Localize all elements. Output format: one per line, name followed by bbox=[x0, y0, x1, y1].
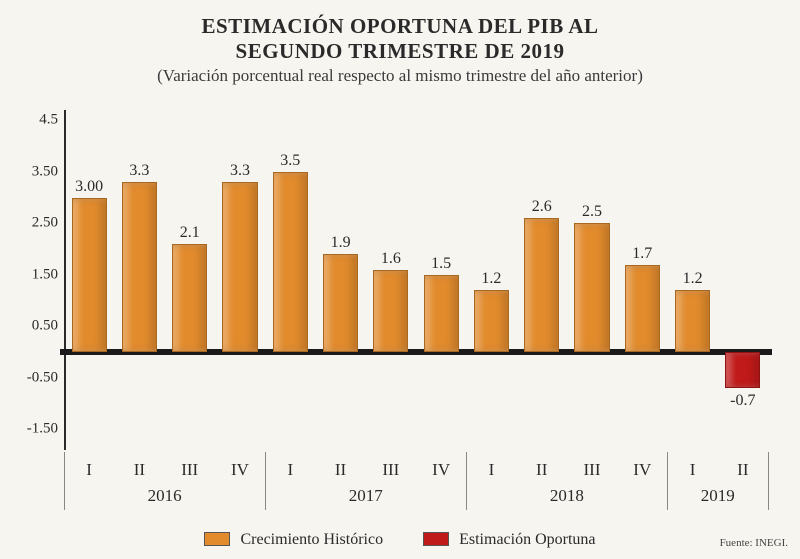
x-tick-year: 2016 bbox=[148, 486, 182, 506]
x-tick-quarter: III bbox=[584, 460, 601, 480]
legend: Crecimiento Histórico Estimación Oportun… bbox=[0, 531, 800, 549]
title-line-1: ESTIMACIÓN OPORTUNA DEL PIB AL bbox=[0, 14, 800, 39]
legend-label: Estimación Oportuna bbox=[459, 531, 595, 548]
y-tick-label: -1.50 bbox=[16, 421, 58, 438]
year-separator bbox=[64, 452, 65, 510]
x-tick-year: 2019 bbox=[701, 486, 735, 506]
year-separator bbox=[768, 452, 769, 510]
legend-swatch-icon bbox=[423, 532, 449, 546]
legend-item-oportuna: Estimación Oportuna bbox=[423, 531, 595, 549]
x-tick-quarter: IV bbox=[432, 460, 450, 480]
x-tick-quarter: I bbox=[489, 460, 495, 480]
bar-slot: 3.00 bbox=[64, 110, 114, 450]
bar-slot: 3.5 bbox=[265, 110, 315, 450]
title-line-2: SEGUNDO TRIMESTRE DE 2019 bbox=[0, 39, 800, 64]
legend-label: Crecimiento Histórico bbox=[240, 531, 383, 548]
x-tick-quarter: IV bbox=[231, 460, 249, 480]
bars-container: 3.00 3.3 2.1 3.3 3.5 1.9 1.6 1.5 1.2 2.6 2.5 1.7 1.2… bbox=[64, 110, 768, 450]
bar-slot: 1.2 bbox=[667, 110, 717, 450]
source-note: Fuente: INEGI. bbox=[720, 537, 788, 549]
value-label: 1.2 bbox=[683, 270, 703, 288]
x-tick-quarter: III bbox=[382, 460, 399, 480]
x-tick-quarter: II bbox=[134, 460, 145, 480]
x-tick-quarter: I bbox=[86, 460, 92, 480]
bar bbox=[675, 290, 710, 352]
value-label: 1.6 bbox=[381, 250, 401, 268]
value-label: 3.3 bbox=[230, 162, 250, 180]
y-tick-label: 4.5 bbox=[16, 112, 58, 129]
legend-item-historico: Crecimiento Histórico bbox=[204, 531, 383, 549]
value-label: 2.5 bbox=[582, 203, 602, 221]
bar-slot: 1.6 bbox=[366, 110, 416, 450]
value-label: 3.00 bbox=[75, 178, 103, 196]
y-tick-label: -0.50 bbox=[16, 369, 58, 386]
y-tick-label: 2.50 bbox=[16, 215, 58, 232]
value-label: 1.2 bbox=[481, 270, 501, 288]
y-tick-label: 1.50 bbox=[16, 266, 58, 283]
bar bbox=[574, 223, 609, 352]
bar bbox=[172, 244, 207, 352]
bar-chart: -1.50-0.500.501.502.503.504.5 3.003.32.1… bbox=[64, 110, 768, 450]
bar-slot: 2.5 bbox=[567, 110, 617, 450]
bar bbox=[273, 172, 308, 352]
bar bbox=[323, 254, 358, 352]
x-tick-quarter: II bbox=[737, 460, 748, 480]
bar bbox=[222, 182, 257, 352]
x-tick-year: 2018 bbox=[550, 486, 584, 506]
value-label: -0.7 bbox=[730, 392, 755, 410]
chart-header: ESTIMACIÓN OPORTUNA DEL PIB AL SEGUNDO T… bbox=[0, 0, 800, 86]
bar-slot: -0.7 bbox=[718, 110, 768, 450]
bar-slot: 2.6 bbox=[517, 110, 567, 450]
bar bbox=[424, 275, 459, 352]
bar bbox=[524, 218, 559, 352]
bar-slot: 1.7 bbox=[617, 110, 667, 450]
bar-slot: 1.9 bbox=[315, 110, 365, 450]
value-label: 1.5 bbox=[431, 255, 451, 273]
value-label: 3.5 bbox=[280, 152, 300, 170]
y-tick-label: 3.50 bbox=[16, 163, 58, 180]
bar-slot: 1.5 bbox=[416, 110, 466, 450]
bar-slot: 3.3 bbox=[215, 110, 265, 450]
value-label: 2.6 bbox=[532, 198, 552, 216]
year-separator bbox=[466, 452, 467, 510]
year-separator bbox=[667, 452, 668, 510]
bar-slot: 1.2 bbox=[466, 110, 516, 450]
subtitle: (Variación porcentual real respecto al m… bbox=[0, 66, 800, 86]
x-tick-quarter: IV bbox=[633, 460, 651, 480]
x-tick-quarter: I bbox=[690, 460, 696, 480]
x-tick-year: 2017 bbox=[349, 486, 383, 506]
bar bbox=[474, 290, 509, 352]
x-tick-quarter: II bbox=[536, 460, 547, 480]
bar bbox=[625, 265, 660, 353]
plot-area: -1.50-0.500.501.502.503.504.5 3.003.32.1… bbox=[64, 110, 768, 450]
x-tick-quarter: I bbox=[287, 460, 293, 480]
bar bbox=[725, 352, 760, 388]
x-axis: IIIIIIIVIIIIIIIVIIIIIIIVIII2016201720182… bbox=[64, 452, 768, 512]
value-label: 2.1 bbox=[180, 224, 200, 242]
value-label: 3.3 bbox=[129, 162, 149, 180]
value-label: 1.7 bbox=[632, 245, 652, 263]
bar bbox=[373, 270, 408, 352]
bar bbox=[72, 198, 107, 353]
legend-swatch-icon bbox=[204, 532, 230, 546]
bar-slot: 2.1 bbox=[165, 110, 215, 450]
value-label: 1.9 bbox=[331, 234, 351, 252]
x-tick-quarter: II bbox=[335, 460, 346, 480]
x-tick-quarter: III bbox=[181, 460, 198, 480]
bar-slot: 3.3 bbox=[114, 110, 164, 450]
bar bbox=[122, 182, 157, 352]
year-separator bbox=[265, 452, 266, 510]
y-tick-label: 0.50 bbox=[16, 318, 58, 335]
